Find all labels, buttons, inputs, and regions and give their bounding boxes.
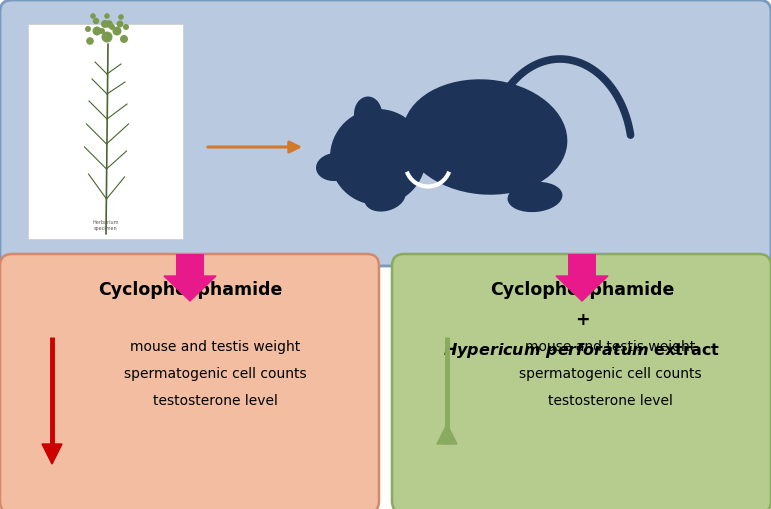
Circle shape bbox=[104, 13, 109, 19]
Polygon shape bbox=[556, 276, 608, 301]
Circle shape bbox=[101, 20, 109, 28]
Circle shape bbox=[93, 18, 99, 24]
Ellipse shape bbox=[316, 153, 354, 181]
FancyBboxPatch shape bbox=[568, 254, 596, 276]
FancyBboxPatch shape bbox=[0, 254, 379, 509]
FancyBboxPatch shape bbox=[0, 0, 771, 266]
Ellipse shape bbox=[354, 97, 382, 131]
Circle shape bbox=[85, 26, 91, 32]
Circle shape bbox=[102, 32, 113, 42]
Circle shape bbox=[99, 28, 105, 34]
FancyBboxPatch shape bbox=[176, 254, 204, 276]
Ellipse shape bbox=[402, 79, 567, 195]
Text: spermatogenic cell counts: spermatogenic cell counts bbox=[123, 367, 306, 381]
Text: Herbarium
specimen: Herbarium specimen bbox=[93, 220, 120, 231]
Circle shape bbox=[116, 20, 123, 27]
Text: Cyclophosphamide: Cyclophosphamide bbox=[98, 281, 282, 299]
Text: $\bfit{Hypericum}$ $\bfit{perforatum}$ extract: $\bfit{Hypericum}$ $\bfit{perforatum}$ e… bbox=[443, 341, 721, 360]
Text: spermatogenic cell counts: spermatogenic cell counts bbox=[519, 367, 702, 381]
Polygon shape bbox=[42, 444, 62, 464]
Circle shape bbox=[93, 26, 102, 36]
Text: testosterone level: testosterone level bbox=[153, 394, 278, 408]
Text: mouse and testis weight: mouse and testis weight bbox=[525, 340, 695, 354]
Circle shape bbox=[123, 24, 129, 30]
Circle shape bbox=[86, 37, 94, 45]
FancyBboxPatch shape bbox=[28, 24, 183, 239]
Circle shape bbox=[113, 26, 122, 36]
FancyBboxPatch shape bbox=[392, 254, 771, 509]
Text: +: + bbox=[574, 311, 589, 329]
Circle shape bbox=[330, 109, 426, 205]
Text: mouse and testis weight: mouse and testis weight bbox=[130, 340, 300, 354]
Text: Cyclophosphamide: Cyclophosphamide bbox=[490, 281, 674, 299]
Circle shape bbox=[105, 20, 113, 28]
Ellipse shape bbox=[507, 182, 562, 212]
Circle shape bbox=[120, 35, 128, 43]
Circle shape bbox=[109, 24, 115, 30]
Text: testosterone level: testosterone level bbox=[547, 394, 672, 408]
Circle shape bbox=[90, 13, 96, 19]
Circle shape bbox=[118, 14, 124, 20]
Polygon shape bbox=[437, 424, 457, 444]
Ellipse shape bbox=[365, 182, 406, 212]
Polygon shape bbox=[164, 276, 216, 301]
Ellipse shape bbox=[400, 121, 456, 173]
